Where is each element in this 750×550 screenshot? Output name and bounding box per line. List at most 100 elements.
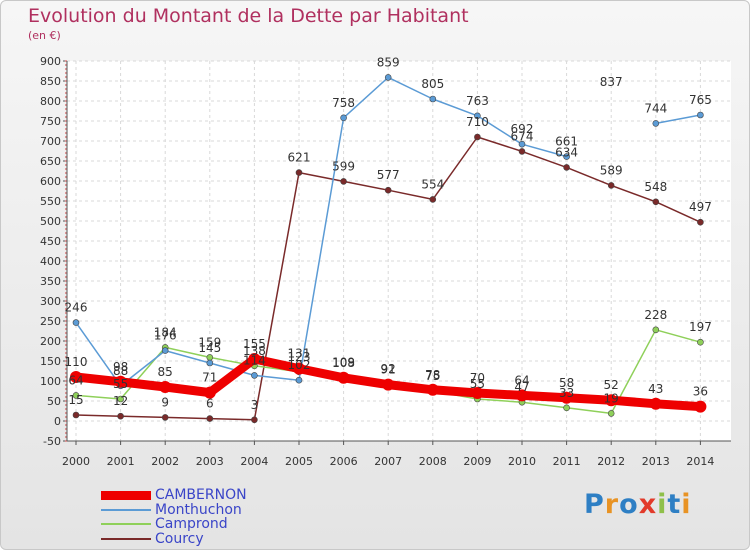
data-point-courcy xyxy=(72,411,80,419)
data-point-monthuchon xyxy=(72,319,80,326)
data-point-campt xyxy=(697,338,704,346)
data-point-courcy xyxy=(161,414,169,421)
data-point-monthuchon xyxy=(697,111,704,119)
data-point-courcy xyxy=(429,196,437,203)
y-tick-label: 550 xyxy=(40,195,61,208)
data-point-cambernon xyxy=(560,391,573,404)
legend-swatch-monthuchon xyxy=(101,509,151,511)
data-point-cambernon xyxy=(114,375,127,388)
y-tick-label: 50 xyxy=(47,395,61,408)
data-point-monthuchon xyxy=(518,140,526,148)
series-line-monthuchon xyxy=(75,76,702,387)
data-point-campt xyxy=(206,354,214,361)
data-label-monthuchon: 805 xyxy=(421,77,444,91)
data-label-courcy: 634 xyxy=(555,145,578,159)
data-point-monthuchon xyxy=(384,74,392,81)
data-label-campt: 138 xyxy=(243,344,266,358)
data-label-monthuchon: 763 xyxy=(466,94,489,108)
data-label-courcy: 589 xyxy=(600,163,623,177)
data-point-cambernon xyxy=(293,362,305,375)
data-point-monthuchon xyxy=(652,120,660,127)
data-label-cambernon: 70 xyxy=(470,371,485,385)
chart-subtitle: (en €) xyxy=(28,29,61,42)
data-point-courcy xyxy=(518,148,526,155)
data-point-cambernon xyxy=(694,400,707,413)
y-tick-label: 700 xyxy=(40,135,61,148)
data-label-cambernon: 52 xyxy=(604,378,619,392)
data-label-campt: 184 xyxy=(154,325,177,339)
legend-label-camprond: Camprond xyxy=(155,516,228,532)
y-tick-label: 800 xyxy=(40,95,61,108)
y-tick-label: 600 xyxy=(40,175,61,188)
data-label-courcy: 621 xyxy=(288,151,311,165)
data-point-courcy xyxy=(697,218,704,226)
plot-area xyxy=(67,61,731,441)
data-label-courcy: 554 xyxy=(421,177,444,191)
data-point-monthuchon xyxy=(474,112,481,120)
data-label-cambernon: 155 xyxy=(243,337,266,351)
data-label-campt: 75 xyxy=(425,369,440,383)
x-tick-label: 2006 xyxy=(330,455,358,468)
data-point-cambernon xyxy=(203,386,216,399)
data-point-cambernon xyxy=(248,353,261,365)
data-point-cambernon xyxy=(649,397,662,410)
x-tick-label: 2014 xyxy=(686,455,714,468)
data-label-campt: 109 xyxy=(332,355,355,369)
data-label-monthuchon: 114 xyxy=(243,353,266,367)
legend-label-monthuchon: Monthuchon xyxy=(155,502,242,518)
data-point-monthuchon xyxy=(340,114,347,122)
data-point-courcy xyxy=(652,198,660,206)
data-label-cambernon: 58 xyxy=(559,376,574,390)
y-tick-label: 350 xyxy=(40,275,61,288)
data-label-cambernon: 43 xyxy=(648,382,663,396)
data-label-cambernon: 64 xyxy=(514,373,529,387)
data-point-courcy xyxy=(206,415,214,422)
legend-item-camprond: Camprond xyxy=(101,516,228,532)
data-label-courcy: 12 xyxy=(113,394,128,408)
data-label-courcy: 3 xyxy=(251,398,259,412)
data-point-cambernon xyxy=(159,381,172,393)
y-tick-label: 500 xyxy=(40,215,61,228)
data-point-monthuchon xyxy=(295,376,303,384)
data-label-cambernon: 110 xyxy=(65,355,88,369)
data-label-campt: 47 xyxy=(514,380,529,394)
data-label-cambernon: 108 xyxy=(332,356,355,370)
data-label-courcy: 710 xyxy=(466,115,489,129)
proxiti-logo: Proxiti xyxy=(584,489,692,520)
y-tick-label: 750 xyxy=(40,115,61,128)
data-point-courcy xyxy=(117,412,124,420)
y-tick-label: 200 xyxy=(40,335,61,348)
data-label-campt: 19 xyxy=(604,391,619,405)
data-point-campt xyxy=(607,410,615,417)
x-tick-label: 2011 xyxy=(553,455,581,468)
data-point-monthuchon xyxy=(563,153,570,160)
x-tick-label: 2005 xyxy=(285,455,313,468)
x-tick-label: 2009 xyxy=(463,455,491,468)
data-point-courcy xyxy=(384,186,392,194)
data-label-monthuchon: 837 xyxy=(600,75,623,89)
data-point-monthuchon xyxy=(206,359,214,367)
y-tick-label: 250 xyxy=(40,315,61,328)
y-tick-label: 450 xyxy=(40,235,61,248)
y-tick-label: 900 xyxy=(40,55,61,68)
data-label-campt: 123 xyxy=(288,350,311,364)
data-label-monthuchon: 758 xyxy=(332,96,355,110)
data-point-cambernon xyxy=(605,394,618,407)
legend-label-cambernon: CAMBERNON xyxy=(155,487,247,503)
data-label-campt: 92 xyxy=(381,362,396,376)
data-label-cambernon: 131 xyxy=(288,347,311,361)
data-point-monthuchon xyxy=(161,347,169,354)
data-point-courcy xyxy=(295,169,303,176)
legend-swatch-courcy xyxy=(101,538,151,540)
data-label-campt: 64 xyxy=(68,373,83,387)
data-label-campt: 197 xyxy=(689,320,712,334)
data-point-campt xyxy=(72,392,80,399)
data-label-campt: 159 xyxy=(198,335,221,349)
data-label-campt: 55 xyxy=(470,377,485,391)
data-point-courcy xyxy=(340,178,347,185)
y-tick-label: 650 xyxy=(40,155,61,168)
data-label-courcy: 548 xyxy=(644,180,667,194)
x-tick-label: 2013 xyxy=(642,455,670,468)
data-point-cambernon xyxy=(471,387,484,399)
data-label-monthuchon: 88 xyxy=(113,364,128,378)
